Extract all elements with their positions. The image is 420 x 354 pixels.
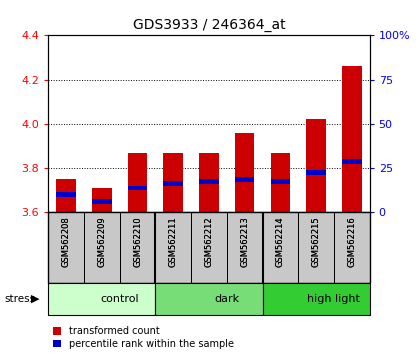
Text: GSM562213: GSM562213 bbox=[240, 216, 249, 267]
Bar bbox=[262, 283, 370, 315]
Text: GSM562212: GSM562212 bbox=[205, 216, 213, 267]
Bar bbox=[56, 179, 76, 212]
Text: GSM562214: GSM562214 bbox=[276, 216, 285, 267]
Text: dark: dark bbox=[214, 294, 239, 304]
Text: GSM562215: GSM562215 bbox=[312, 216, 320, 267]
Bar bbox=[56, 192, 76, 197]
Bar bbox=[128, 185, 147, 190]
Bar bbox=[270, 153, 290, 212]
Bar bbox=[342, 67, 362, 212]
Bar bbox=[270, 179, 290, 184]
Text: ▶: ▶ bbox=[31, 294, 39, 304]
Bar bbox=[163, 153, 183, 212]
Text: GSM562216: GSM562216 bbox=[347, 216, 356, 267]
Bar bbox=[92, 188, 112, 212]
Text: GSM562216: GSM562216 bbox=[347, 216, 356, 267]
Text: GSM562208: GSM562208 bbox=[62, 216, 71, 267]
Bar bbox=[48, 283, 155, 315]
Text: GSM562209: GSM562209 bbox=[97, 216, 106, 267]
Bar bbox=[199, 153, 219, 212]
Bar bbox=[306, 170, 326, 175]
Title: GDS3933 / 246364_at: GDS3933 / 246364_at bbox=[133, 18, 285, 32]
Text: GSM562213: GSM562213 bbox=[240, 216, 249, 267]
Text: GSM562210: GSM562210 bbox=[133, 216, 142, 267]
Bar bbox=[163, 181, 183, 186]
Text: control: control bbox=[100, 294, 139, 304]
Text: GSM562215: GSM562215 bbox=[312, 216, 320, 267]
Text: GSM562211: GSM562211 bbox=[169, 216, 178, 267]
Bar bbox=[92, 199, 112, 204]
Text: GSM562209: GSM562209 bbox=[97, 216, 106, 267]
Bar bbox=[235, 177, 255, 182]
Text: GSM562210: GSM562210 bbox=[133, 216, 142, 267]
Bar bbox=[306, 120, 326, 212]
Bar bbox=[128, 153, 147, 212]
Text: GSM562208: GSM562208 bbox=[62, 216, 71, 267]
Bar bbox=[199, 179, 219, 184]
Bar bbox=[235, 133, 255, 212]
Legend: transformed count, percentile rank within the sample: transformed count, percentile rank withi… bbox=[53, 326, 234, 349]
Text: GSM562214: GSM562214 bbox=[276, 216, 285, 267]
Text: high light: high light bbox=[307, 294, 360, 304]
Text: GSM562212: GSM562212 bbox=[205, 216, 213, 267]
Bar bbox=[342, 159, 362, 164]
Text: GSM562211: GSM562211 bbox=[169, 216, 178, 267]
Text: stress: stress bbox=[4, 294, 35, 304]
Bar bbox=[155, 283, 262, 315]
